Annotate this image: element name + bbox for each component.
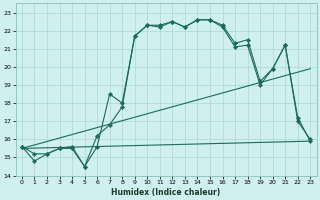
X-axis label: Humidex (Indice chaleur): Humidex (Indice chaleur) (111, 188, 221, 197)
